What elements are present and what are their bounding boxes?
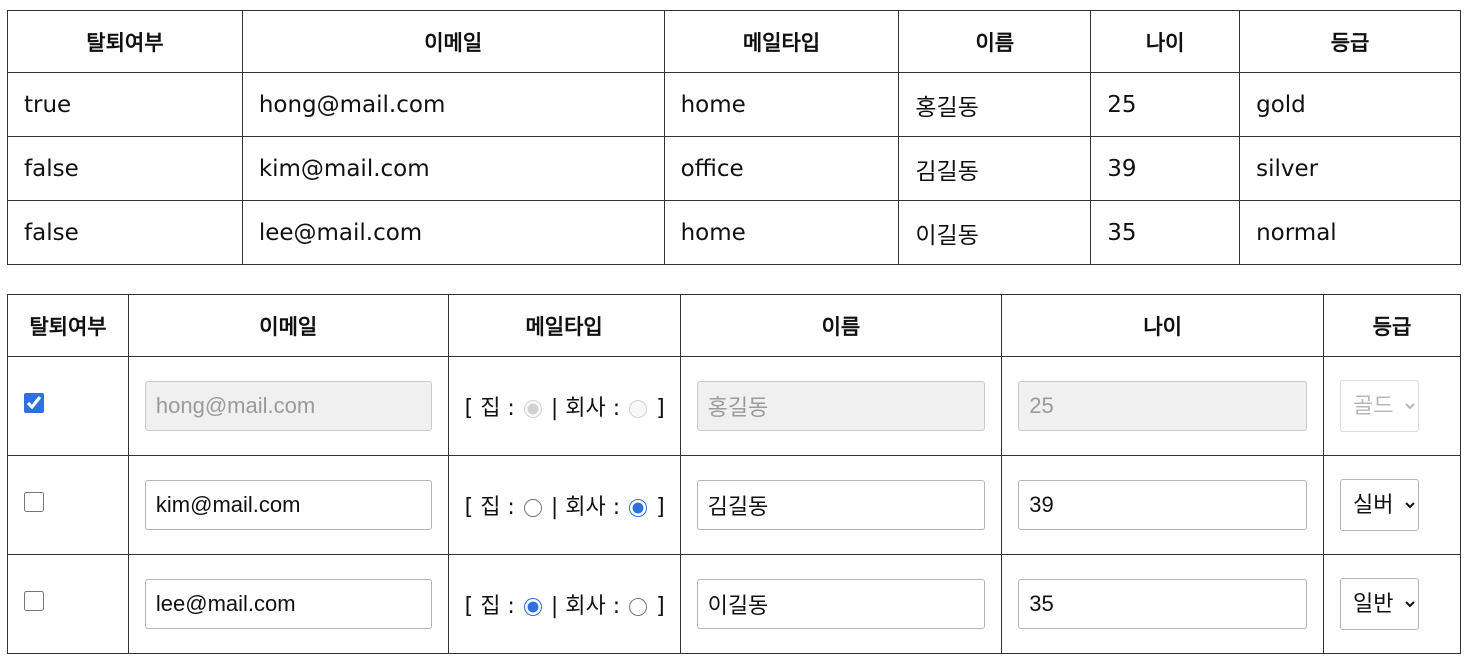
home-radio[interactable] bbox=[523, 400, 542, 418]
name-input[interactable] bbox=[696, 579, 986, 629]
withdrawn-checkbox[interactable] bbox=[24, 492, 44, 512]
cell-age: 25 bbox=[1090, 72, 1241, 137]
grade-select[interactable]: 골드 bbox=[1339, 380, 1419, 432]
cell-name: 홍길동 bbox=[898, 72, 1092, 137]
cell-withdrawn: true bbox=[7, 72, 243, 137]
member-table-editable: 탈퇴여부 이메일 메일타입 이름 나이 등급 [ 집 : | 회사 : ] bbox=[7, 294, 1462, 654]
cell-name: 이길동 bbox=[898, 200, 1092, 265]
cell-mail-type: [ 집 : | 회사 : ] bbox=[447, 356, 681, 456]
home-label: 집 : bbox=[480, 495, 522, 520]
header-withdrawn: 탈퇴여부 bbox=[7, 10, 243, 73]
office-radio[interactable] bbox=[629, 499, 648, 517]
cell-grade: 골드 bbox=[1322, 356, 1462, 456]
table-header-row: 탈퇴여부 이메일 메일타입 이름 나이 등급 bbox=[7, 10, 1461, 73]
member-table-readonly: 탈퇴여부 이메일 메일타입 이름 나이 등급 true hong@mail.co… bbox=[7, 10, 1461, 265]
header-age: 나이 bbox=[1090, 10, 1241, 73]
bracket-open: [ bbox=[464, 495, 481, 520]
cell-grade: silver bbox=[1239, 136, 1461, 201]
name-input[interactable] bbox=[696, 381, 986, 431]
mail-type-group: [ 집 : | 회사 : ] bbox=[465, 396, 665, 421]
email-input[interactable] bbox=[144, 480, 432, 530]
header-mail-type: 메일타입 bbox=[663, 10, 900, 73]
home-label: 집 : bbox=[480, 396, 522, 421]
bracket-open: [ bbox=[464, 594, 481, 619]
withdrawn-checkbox[interactable] bbox=[24, 393, 44, 413]
table-row: false lee@mail.com home 이길동 35 normal bbox=[7, 200, 1461, 265]
office-radio[interactable] bbox=[629, 400, 648, 418]
home-label: 집 : bbox=[480, 594, 522, 619]
cell-email: hong@mail.com bbox=[241, 72, 665, 137]
header-name: 이름 bbox=[679, 294, 1003, 357]
mail-type-group: [ 집 : | 회사 : ] bbox=[465, 594, 665, 619]
cell-grade: normal bbox=[1239, 200, 1461, 265]
withdrawn-checkbox[interactable] bbox=[24, 591, 44, 611]
cell-age bbox=[1001, 554, 1324, 654]
cell-withdrawn bbox=[7, 455, 129, 555]
cell-withdrawn: false bbox=[7, 136, 243, 201]
cell-mail-type: home bbox=[663, 72, 900, 137]
header-grade: 등급 bbox=[1239, 10, 1461, 73]
cell-email bbox=[127, 356, 449, 456]
cell-mail-type: office bbox=[663, 136, 900, 201]
cell-name bbox=[679, 554, 1003, 654]
cell-withdrawn bbox=[7, 356, 129, 456]
cell-email bbox=[127, 554, 449, 654]
table-row: true hong@mail.com home 홍길동 25 gold bbox=[7, 72, 1461, 137]
email-input[interactable] bbox=[144, 579, 432, 629]
office-label: 회사 : bbox=[565, 396, 628, 421]
cell-email: lee@mail.com bbox=[241, 200, 665, 265]
cell-withdrawn bbox=[7, 554, 129, 654]
cell-name bbox=[679, 356, 1003, 456]
header-name: 이름 bbox=[898, 10, 1092, 73]
cell-mail-type: home bbox=[663, 200, 900, 265]
bracket-close: ] bbox=[649, 396, 665, 421]
table-row: [ 집 : | 회사 : ] 실버 bbox=[7, 455, 1462, 555]
email-input[interactable] bbox=[144, 381, 432, 431]
cell-withdrawn: false bbox=[7, 200, 243, 265]
header-grade: 등급 bbox=[1322, 294, 1462, 357]
grade-select[interactable]: 실버 bbox=[1339, 479, 1419, 531]
cell-age: 35 bbox=[1090, 200, 1241, 265]
age-input[interactable] bbox=[1018, 579, 1307, 629]
office-radio[interactable] bbox=[629, 598, 648, 616]
bracket-close: ] bbox=[649, 495, 665, 520]
header-age: 나이 bbox=[1001, 294, 1324, 357]
separator: | bbox=[543, 594, 566, 619]
office-label: 회사 : bbox=[565, 594, 628, 619]
home-radio[interactable] bbox=[523, 499, 542, 517]
table-header-row: 탈퇴여부 이메일 메일타입 이름 나이 등급 bbox=[7, 294, 1462, 357]
age-input[interactable] bbox=[1018, 381, 1307, 431]
cell-grade: gold bbox=[1239, 72, 1461, 137]
office-label: 회사 : bbox=[565, 495, 628, 520]
cell-name bbox=[679, 455, 1003, 555]
header-mail-type: 메일타입 bbox=[447, 294, 681, 357]
age-input[interactable] bbox=[1018, 480, 1307, 530]
separator: | bbox=[543, 495, 566, 520]
cell-mail-type: [ 집 : | 회사 : ] bbox=[447, 554, 681, 654]
cell-email: kim@mail.com bbox=[241, 136, 665, 201]
header-withdrawn: 탈퇴여부 bbox=[7, 294, 129, 357]
header-email: 이메일 bbox=[241, 10, 665, 73]
mail-type-group: [ 집 : | 회사 : ] bbox=[465, 495, 665, 520]
cell-email bbox=[127, 455, 449, 555]
header-email: 이메일 bbox=[127, 294, 449, 357]
home-radio[interactable] bbox=[523, 598, 542, 616]
cell-age bbox=[1001, 356, 1324, 456]
cell-age: 39 bbox=[1090, 136, 1241, 201]
cell-grade: 일반 bbox=[1322, 554, 1462, 654]
cell-age bbox=[1001, 455, 1324, 555]
separator: | bbox=[543, 396, 566, 421]
cell-grade: 실버 bbox=[1322, 455, 1462, 555]
bracket-open: [ bbox=[464, 396, 481, 421]
cell-mail-type: [ 집 : | 회사 : ] bbox=[447, 455, 681, 555]
grade-select[interactable]: 일반 bbox=[1339, 578, 1419, 630]
table-row: false kim@mail.com office 김길동 39 silver bbox=[7, 136, 1461, 201]
table-row: [ 집 : | 회사 : ] 일반 bbox=[7, 554, 1462, 654]
cell-name: 김길동 bbox=[898, 136, 1092, 201]
name-input[interactable] bbox=[696, 480, 986, 530]
table-row: [ 집 : | 회사 : ] 골드 bbox=[7, 356, 1462, 456]
bracket-close: ] bbox=[649, 594, 665, 619]
